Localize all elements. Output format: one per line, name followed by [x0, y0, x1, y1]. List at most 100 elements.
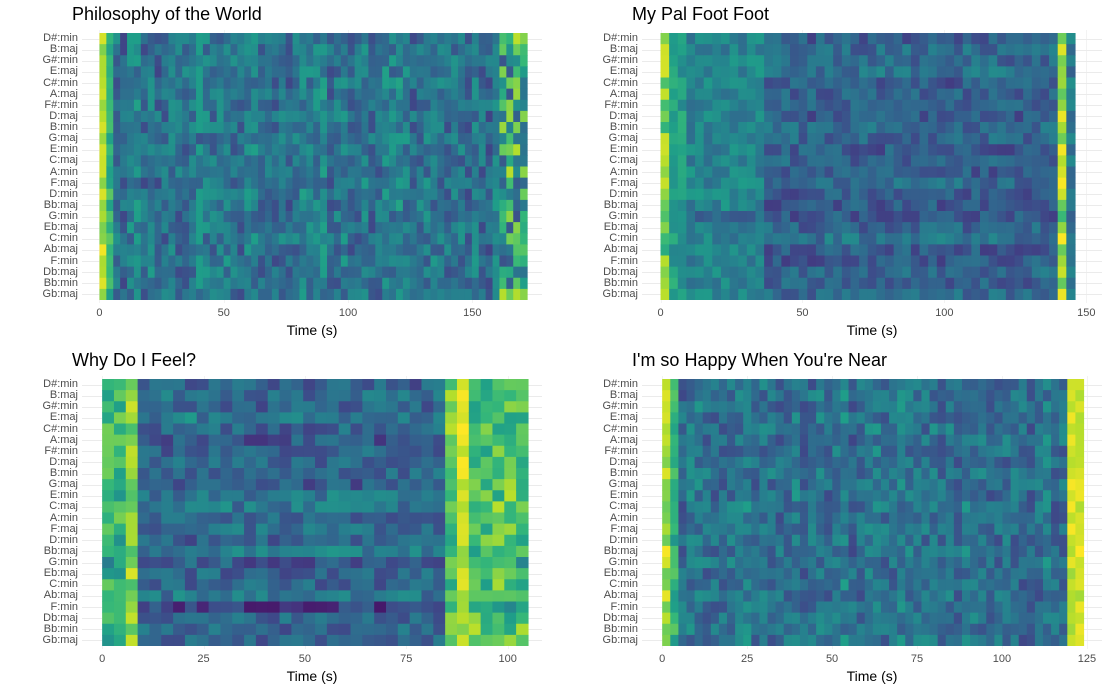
heat-cell: [718, 590, 728, 603]
heat-cell: [313, 211, 321, 223]
heat-cell: [864, 423, 874, 436]
heat-cell: [1051, 401, 1060, 413]
heat-cell: [662, 423, 671, 436]
heat-cell: [1067, 623, 1076, 636]
heat-cell: [362, 501, 375, 514]
heat-cell: [660, 266, 670, 279]
heat-cell: [106, 88, 114, 101]
heat-cell: [480, 601, 494, 614]
heat-cell: [743, 445, 752, 458]
heat-cell: [841, 266, 852, 279]
heat-cell: [833, 266, 843, 279]
heat-cell: [161, 501, 174, 514]
heat-cell: [850, 188, 860, 201]
heat-cell: [480, 623, 494, 636]
heat-cell: [382, 55, 390, 67]
heat-cell: [326, 501, 340, 514]
heat-cell: [783, 634, 793, 646]
heat-cell: [445, 501, 458, 514]
heat-cell: [764, 55, 774, 67]
heat-cell: [278, 88, 287, 101]
heat-cell: [216, 199, 225, 212]
heat-cell: [137, 634, 151, 646]
heat-cell: [303, 612, 316, 625]
heat-cell: [278, 55, 287, 67]
heat-cell: [251, 133, 259, 145]
heat-cell: [936, 288, 947, 300]
heat-cell: [885, 244, 895, 257]
heat-cell: [686, 468, 696, 480]
heat-cell: [913, 612, 923, 625]
heat-cell: [106, 199, 114, 212]
heat-cell: [905, 568, 914, 580]
heat-cell: [905, 534, 914, 547]
heat-cell: [464, 277, 473, 290]
heat-cell: [99, 133, 107, 145]
heat-cell: [285, 277, 294, 290]
heat-cell: [808, 379, 817, 391]
heat-cell: [421, 445, 434, 458]
heat-cell: [1059, 557, 1068, 569]
heat-cell: [759, 445, 769, 458]
heat-cell: [841, 177, 852, 190]
heat-cell: [127, 88, 135, 101]
heat-cell: [751, 434, 761, 447]
heat-cell: [230, 122, 238, 134]
heat-cell: [292, 88, 301, 101]
heat-cell: [368, 88, 376, 101]
heat-cell: [147, 177, 156, 190]
heat-cell: [1002, 557, 1012, 569]
heat-cell: [772, 211, 782, 223]
heat-cell: [833, 155, 843, 168]
heat-cell: [409, 144, 418, 156]
heat-cell: [678, 445, 688, 458]
heat-cell: [807, 188, 817, 201]
heat-cell: [850, 55, 860, 67]
x-axis-label: Time (s): [286, 668, 338, 684]
heat-cell: [1057, 122, 1067, 134]
heat-cell: [113, 222, 121, 234]
heat-cell: [945, 423, 955, 436]
heat-cell: [1018, 390, 1028, 402]
heat-cell: [202, 255, 211, 268]
heat-cell: [979, 199, 990, 212]
heat-cell: [1034, 468, 1044, 480]
heat-cell: [677, 155, 688, 168]
heat-cell: [137, 601, 151, 614]
heat-cell: [677, 122, 688, 134]
heat-cell: [1042, 557, 1052, 569]
heat-cell: [1049, 110, 1059, 123]
heat-cell: [1042, 612, 1052, 625]
heat-cell: [149, 456, 162, 469]
heat-cell: [997, 199, 1007, 212]
heat-cell: [285, 110, 294, 123]
heat-cell: [816, 601, 825, 614]
heat-cell: [718, 434, 728, 447]
heat-cell: [437, 77, 445, 90]
heat-cell: [848, 479, 858, 491]
heat-cell: [954, 88, 964, 101]
heat-cell: [125, 557, 139, 569]
heat-cell: [1059, 434, 1068, 447]
heat-cell: [196, 233, 204, 245]
heat-cell: [880, 401, 890, 413]
heat-cell: [516, 501, 529, 514]
heat-cell: [382, 222, 390, 234]
heat-cell: [1067, 390, 1076, 402]
heat-cell: [258, 199, 266, 212]
heat-cell: [402, 177, 411, 190]
heat-cell: [492, 479, 505, 491]
heat-cell: [978, 501, 987, 514]
heat-cell: [1057, 55, 1067, 67]
heat-cell: [997, 222, 1007, 234]
heat-cell: [1040, 244, 1050, 257]
heat-cell: [99, 122, 107, 134]
heat-cell: [299, 244, 307, 257]
heat-cell: [686, 479, 696, 491]
heat-cell: [807, 110, 817, 123]
heat-cell: [755, 110, 765, 123]
heat-cell: [1067, 612, 1076, 625]
heat-cell: [971, 244, 981, 257]
heat-cell: [423, 55, 432, 67]
heat-cell: [492, 222, 501, 234]
